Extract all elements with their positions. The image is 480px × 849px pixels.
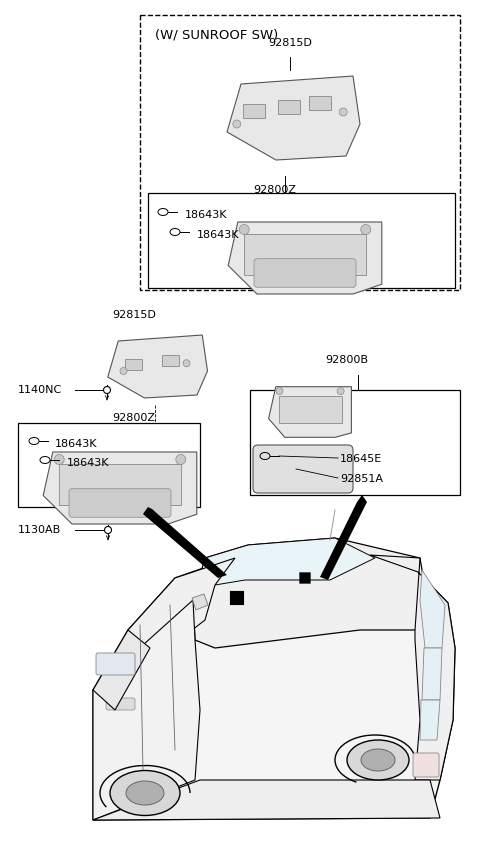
Circle shape xyxy=(361,224,371,234)
Bar xyxy=(18,423,200,507)
Polygon shape xyxy=(320,495,367,580)
Polygon shape xyxy=(193,538,430,648)
Circle shape xyxy=(339,108,347,116)
Text: 1130AB: 1130AB xyxy=(18,525,61,535)
Circle shape xyxy=(120,368,127,374)
Bar xyxy=(309,96,331,110)
Polygon shape xyxy=(205,538,375,585)
Polygon shape xyxy=(420,570,445,648)
Polygon shape xyxy=(422,648,442,700)
Polygon shape xyxy=(108,335,207,398)
Circle shape xyxy=(176,454,186,464)
Text: 92815D: 92815D xyxy=(268,38,312,48)
Polygon shape xyxy=(93,549,455,820)
Text: 92815D: 92815D xyxy=(112,310,156,320)
FancyBboxPatch shape xyxy=(69,489,171,517)
Polygon shape xyxy=(269,386,351,437)
Polygon shape xyxy=(93,630,150,710)
Text: 18643K: 18643K xyxy=(197,230,240,240)
Polygon shape xyxy=(93,780,440,820)
Polygon shape xyxy=(93,600,200,820)
Text: 92800Z: 92800Z xyxy=(112,413,155,423)
Polygon shape xyxy=(420,700,440,740)
Text: 92800Z: 92800Z xyxy=(253,185,297,195)
FancyBboxPatch shape xyxy=(96,653,135,675)
Polygon shape xyxy=(120,558,235,670)
Text: 92800B: 92800B xyxy=(325,355,368,365)
Text: 18643K: 18643K xyxy=(185,210,228,220)
Circle shape xyxy=(337,388,344,395)
Ellipse shape xyxy=(347,740,409,780)
Circle shape xyxy=(233,120,241,128)
Bar xyxy=(140,15,460,290)
Ellipse shape xyxy=(110,771,180,816)
Bar xyxy=(250,390,460,495)
Bar xyxy=(125,359,142,370)
FancyBboxPatch shape xyxy=(413,753,439,777)
Bar xyxy=(59,464,181,505)
Bar xyxy=(148,193,455,288)
Polygon shape xyxy=(228,222,382,294)
Bar xyxy=(244,234,366,275)
Bar xyxy=(278,100,300,114)
Ellipse shape xyxy=(105,526,111,533)
Text: 18643K: 18643K xyxy=(67,458,109,468)
Text: 18643K: 18643K xyxy=(55,439,97,449)
Text: (W/ SUNROOF SW): (W/ SUNROOF SW) xyxy=(155,28,278,41)
FancyBboxPatch shape xyxy=(106,698,135,710)
Ellipse shape xyxy=(126,781,164,805)
Polygon shape xyxy=(192,594,208,610)
Ellipse shape xyxy=(104,386,110,393)
FancyBboxPatch shape xyxy=(253,445,353,493)
Text: 1140NC: 1140NC xyxy=(18,385,62,395)
Polygon shape xyxy=(370,555,455,780)
Text: 92851A: 92851A xyxy=(340,474,383,484)
Bar xyxy=(162,355,179,366)
Polygon shape xyxy=(43,452,197,524)
Circle shape xyxy=(183,360,190,367)
Text: 18645E: 18645E xyxy=(340,454,382,464)
Circle shape xyxy=(276,388,283,395)
Polygon shape xyxy=(143,507,227,578)
Circle shape xyxy=(239,224,249,234)
Bar xyxy=(243,104,265,118)
Bar xyxy=(278,396,341,423)
FancyBboxPatch shape xyxy=(254,259,356,287)
Circle shape xyxy=(54,454,64,464)
Polygon shape xyxy=(227,76,360,160)
Ellipse shape xyxy=(361,749,395,771)
